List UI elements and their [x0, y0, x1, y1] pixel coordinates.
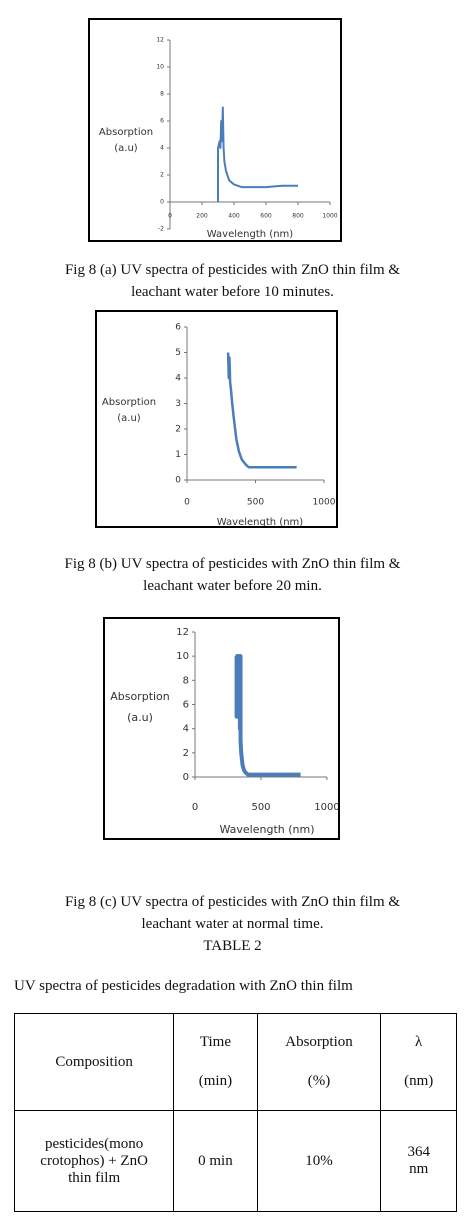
- caption-c: Fig 8 (c) UV spectra of pesticides with …: [0, 891, 465, 957]
- table: Composition Time (min) Absorption (%) λ (nm) p…: [13, 1013, 457, 1212]
- caption-a: Fig 8 (a) UV spectra of pesticides with …: [0, 259, 465, 303]
- header-text: Time: [199, 1034, 231, 1050]
- y-tick-label: 3: [175, 399, 181, 409]
- y-tick-label: 0: [175, 476, 181, 486]
- y-tick-label: 6: [160, 118, 164, 125]
- header-cell: Time (min): [173, 1013, 258, 1111]
- y-tick-label: 10: [156, 64, 164, 71]
- x-tick-label: 1000: [314, 802, 338, 813]
- x-axis-label: Wavelength (nm): [219, 823, 314, 836]
- spectrum-line: [217, 106, 298, 202]
- table-title: TABLE 2: [203, 938, 262, 954]
- spectrum-line: [226, 352, 297, 469]
- x-tick-label: 0: [192, 802, 198, 813]
- y-tick-label: 4: [175, 374, 181, 384]
- header-text: (nm): [404, 1073, 434, 1089]
- y-tick-label: 0: [183, 772, 189, 783]
- header-text: Composition: [55, 1053, 133, 1070]
- x-axis-label: Wavelength (nm): [207, 229, 293, 240]
- x-tick-label: 400: [228, 213, 240, 220]
- x-axis-label: Wavelength (nm): [217, 517, 303, 526]
- y-axis-label: (a.u): [117, 413, 141, 424]
- y-tick-label: 6: [175, 323, 181, 333]
- chart: -2 0 2 4 6 8 10 12 0 200 400 600 800 1000 Absorption (a…: [99, 37, 338, 241]
- header-text: Absorption: [285, 1034, 353, 1050]
- caption-line: Fig 8 (c) UV spectra of pesticides with …: [64, 894, 401, 910]
- y-axis-label: Absorption: [99, 127, 153, 138]
- table-cell: 10%: [256, 1110, 382, 1212]
- y-axis-label: Absorption: [102, 397, 156, 408]
- y-tick-label: 10: [176, 651, 189, 662]
- header-cell: Composition: [13, 1013, 175, 1111]
- x-tick-label: 0: [184, 498, 190, 508]
- caption-b: Fig 8 (b) UV spectra of pesticides with …: [0, 553, 465, 597]
- cell-text: 364 nm: [407, 1144, 430, 1177]
- y-tick-label: 12: [156, 37, 164, 44]
- table-cell: 364 nm: [380, 1110, 457, 1212]
- x-tick-label: 500: [251, 802, 270, 813]
- cell-text: pesticides(mono crotophos) + ZnO thin fi…: [40, 1135, 148, 1186]
- y-tick-label: 2: [183, 748, 189, 759]
- header-text: (%): [307, 1073, 331, 1089]
- y-tick-label: 1: [175, 450, 181, 460]
- y-axis-label: (a.u): [114, 143, 138, 154]
- y-tick-label: -2: [158, 226, 164, 233]
- table-caption: UV spectra of pesticides degradation wit…: [14, 978, 353, 994]
- table-body: pesticides(mono crotophos) + ZnO thin fi…: [13, 1110, 457, 1212]
- chart: 0 1 2 3 4 5 6 0 500 1000 Absorption (a.u) Wavelength…: [102, 323, 336, 527]
- y-tick-label: 5: [175, 348, 181, 358]
- caption-line: Fig 8 (a) UV spectra of pesticides with …: [64, 262, 401, 278]
- caption-line: leachant water before 20 min.: [143, 578, 322, 594]
- x-tick-label: 200: [196, 213, 208, 220]
- figure-c: 0 2 4 6 8 10 12 0 500 1000 Absorption (a.u) Waveleng…: [103, 617, 340, 840]
- chart: 0 2 4 6 8 10 12 0 500 1000 Absorption (a.u) Waveleng…: [110, 627, 338, 836]
- y-tick-label: 4: [183, 724, 189, 735]
- y-tick-label: 8: [160, 91, 164, 98]
- y-tick-label: 6: [183, 700, 189, 711]
- spectrum-line: [234, 654, 301, 777]
- y-axis-label: Absorption: [110, 690, 170, 703]
- caption-line: leachant water at normal time.: [141, 916, 324, 932]
- x-tick-label: 800: [292, 213, 304, 220]
- y-tick-label: 12: [176, 627, 189, 638]
- x-tick-label: 600: [260, 213, 272, 220]
- y-tick-label: 4: [160, 145, 164, 152]
- table-row: pesticides(mono crotophos) + ZnO thin fi…: [13, 1110, 457, 1212]
- y-tick-label: 2: [175, 425, 181, 435]
- table-cell: 0 min: [173, 1110, 258, 1212]
- x-tick-label: 0: [168, 213, 172, 220]
- x-tick-label: 1000: [322, 213, 337, 220]
- figure-b: 0 1 2 3 4 5 6 0 500 1000 Absorption (a.u) Wavelength…: [95, 310, 338, 528]
- caption-line: leachant water before 10 minutes.: [131, 284, 334, 300]
- y-tick-label: 2: [160, 172, 164, 179]
- figure-a: -2 0 2 4 6 8 10 12 0 200 400 600 800 1000 Absorption (a…: [88, 18, 342, 242]
- header-row: Composition Time (min) Absorption (%) λ (nm): [13, 1013, 457, 1111]
- y-tick-label: 0: [160, 199, 164, 206]
- header-text: (min): [198, 1073, 233, 1089]
- caption-line: Fig 8 (b) UV spectra of pesticides with …: [64, 556, 401, 572]
- cell-text: 0 min: [198, 1152, 233, 1169]
- x-tick-label: 500: [247, 498, 264, 508]
- y-tick-label: 8: [183, 675, 189, 686]
- header-cell: λ (nm): [380, 1013, 457, 1111]
- y-axis-label: (a.u): [127, 711, 153, 724]
- header-cell: Absorption (%): [256, 1013, 382, 1111]
- x-tick-label: 1000: [313, 498, 336, 508]
- table-cell: pesticides(mono crotophos) + ZnO thin fi…: [13, 1110, 175, 1212]
- header-text: λ: [415, 1034, 423, 1050]
- cell-text: 10%: [305, 1152, 333, 1169]
